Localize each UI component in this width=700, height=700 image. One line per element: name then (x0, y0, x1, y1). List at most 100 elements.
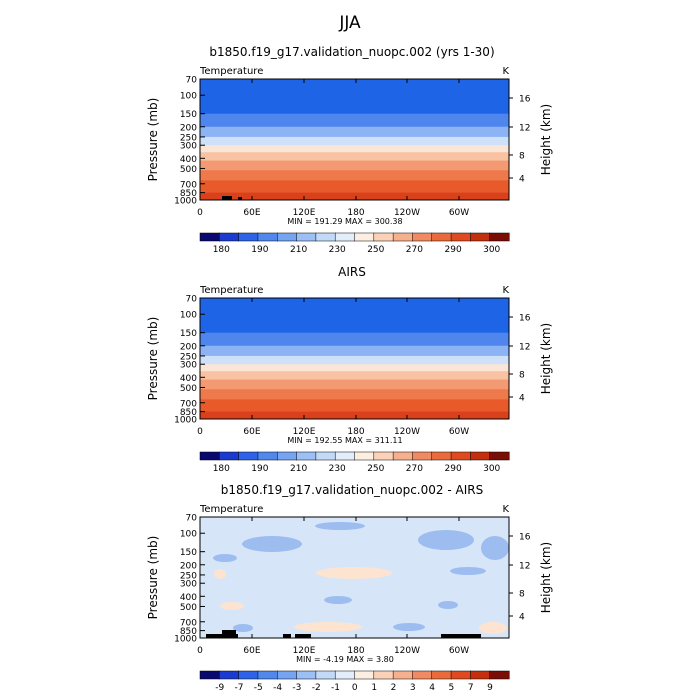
colorbar-swatch (334, 451, 356, 461)
temperature-band (200, 126, 509, 138)
temperature-band (200, 411, 509, 420)
colorbar-swatch (257, 451, 278, 461)
anomaly-contour (214, 569, 226, 579)
y-tick-label: 150 (180, 329, 197, 339)
colorbar-label: 270 (406, 464, 423, 474)
colorbar-label: 270 (406, 245, 423, 255)
colorbar-swatch (334, 232, 356, 242)
panel-diff: b1850.f19_g17.validation_nuopc.002 - AIR… (146, 483, 553, 693)
y-tick-label: 200 (180, 561, 197, 571)
temperature-band (200, 192, 509, 201)
colorbar-swatch (489, 670, 510, 680)
units-label: K (502, 285, 509, 296)
colorbar-label: -1 (331, 683, 340, 693)
y-tick-label: 1000 (174, 635, 197, 645)
colorbar-label: 230 (329, 464, 346, 474)
colorbar-label: -4 (273, 683, 282, 693)
temperature-band (200, 379, 509, 390)
colorbar-label: 4 (429, 683, 435, 693)
y-tick-label: 500 (180, 165, 197, 175)
colorbar-swatch (199, 232, 220, 242)
y-tick-label: 850 (180, 408, 197, 418)
temperature-band (200, 113, 509, 128)
panel-title: b1850.f19_g17.validation_nuopc.002 (yrs … (209, 45, 494, 59)
y-tick-label: 70 (186, 514, 198, 524)
x-tick-label: 60W (449, 427, 469, 437)
y2-tick-label: 16 (519, 95, 531, 105)
colorbar-swatch (354, 670, 375, 680)
y-axis-label: Pressure (mb) (146, 317, 160, 401)
y-tick-label: 850 (180, 627, 197, 637)
temperature-band (200, 371, 509, 380)
x-tick-label: 120E (293, 427, 316, 437)
colorbar-label: 300 (483, 464, 500, 474)
colorbar-label: 210 (290, 245, 307, 255)
y2-tick-label: 12 (519, 562, 530, 572)
terrain-mark (238, 197, 242, 200)
colorbar-label: -2 (312, 683, 321, 693)
y-tick-label: 250 (180, 352, 197, 362)
x-tick-label: 60E (243, 427, 260, 437)
temperature-band (200, 136, 509, 146)
colorbar-label: 7 (468, 683, 474, 693)
anomaly-contour (438, 601, 458, 609)
x-tick-label: 120E (293, 646, 316, 656)
anomaly-contour (479, 622, 507, 634)
x-tick-label: 60W (449, 208, 469, 218)
temperature-band (200, 399, 509, 413)
y-tick-label: 70 (186, 295, 198, 305)
colorbar-swatch (470, 670, 491, 680)
panel-title: b1850.f19_g17.validation_nuopc.002 - AIR… (221, 483, 483, 497)
variable-label: Temperature (199, 66, 263, 77)
colorbar-swatch (392, 451, 413, 461)
temperature-band (200, 364, 509, 372)
colorbar-label: 250 (367, 245, 384, 255)
y2-tick-label: 16 (519, 314, 531, 324)
terrain-mark (222, 196, 232, 200)
colorbar-label: -9 (215, 683, 224, 693)
colorbar-swatch (257, 670, 278, 680)
anomaly-contour (418, 530, 474, 550)
x-tick-label: 60E (243, 646, 260, 656)
y2-axis-label: Height (km) (539, 104, 553, 175)
y2-tick-label: 4 (519, 394, 525, 404)
anomaly-contour (213, 554, 237, 562)
anomaly-contour (324, 596, 352, 604)
y-tick-label: 500 (180, 603, 197, 613)
temperature-band (200, 170, 509, 181)
colorbar-swatch (238, 451, 259, 461)
plot-frame (199, 297, 510, 420)
colorbar-label: 190 (251, 464, 268, 474)
y-tick-label: 400 (180, 374, 197, 384)
variable-label: Temperature (199, 504, 263, 515)
y-tick-label: 700 (180, 180, 197, 190)
y2-tick-label: 4 (519, 175, 525, 185)
colorbar-swatch (392, 670, 413, 680)
colorbar-swatch (219, 451, 240, 461)
y-tick-label: 200 (180, 342, 197, 352)
colorbar-label: 230 (329, 245, 346, 255)
anomaly-contour (316, 567, 392, 579)
temperature-band (200, 145, 509, 153)
terrain-mark (295, 634, 311, 638)
y-tick-label: 1000 (174, 416, 197, 426)
colorbar-label: 9 (487, 683, 493, 693)
anomaly-contour (242, 536, 302, 552)
panel-model: b1850.f19_g17.validation_nuopc.002 (yrs … (146, 45, 553, 255)
colorbar-label: -5 (254, 683, 263, 693)
colorbar-swatch (373, 670, 394, 680)
temperature-band (200, 389, 509, 400)
y-tick-label: 200 (180, 123, 197, 133)
minmax-text: MIN = 192.55 MAX = 311.11 (287, 436, 402, 445)
colorbar-label: 300 (483, 245, 500, 255)
colorbar-swatch (450, 232, 471, 242)
panel-obs: AIRS Temperature K70100150200250300400500… (146, 265, 553, 474)
temperature-band (200, 160, 509, 171)
colorbar-label: 1 (371, 683, 377, 693)
y2-tick-label: 12 (519, 343, 530, 353)
colorbar-swatch (354, 232, 375, 242)
anomaly-contour (233, 624, 253, 632)
temperature-band (200, 79, 509, 115)
y-tick-label: 250 (180, 133, 197, 143)
